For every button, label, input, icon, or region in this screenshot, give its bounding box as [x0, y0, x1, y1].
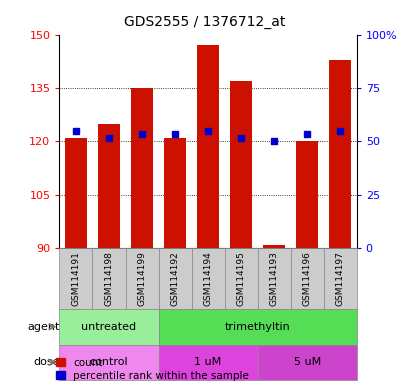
Text: GSM114197: GSM114197: [335, 251, 344, 306]
Legend: count, percentile rank within the sample: count, percentile rank within the sample: [56, 358, 248, 381]
Text: GSM114193: GSM114193: [269, 251, 278, 306]
Text: 1 uM: 1 uM: [194, 358, 221, 367]
Text: GSM114192: GSM114192: [170, 251, 179, 306]
Bar: [98, 124, 119, 248]
Bar: [230, 81, 251, 248]
Bar: [296, 141, 317, 248]
Bar: [323, 248, 356, 309]
Text: untreated: untreated: [81, 322, 136, 332]
Bar: [158, 344, 257, 380]
Text: 5 uM: 5 uM: [293, 358, 320, 367]
Bar: [329, 60, 350, 248]
Bar: [158, 248, 191, 309]
Bar: [65, 138, 86, 248]
Text: GSM114198: GSM114198: [104, 251, 113, 306]
Text: GSM114194: GSM114194: [203, 251, 212, 306]
Bar: [224, 248, 257, 309]
Bar: [257, 344, 356, 380]
Text: GSM114195: GSM114195: [236, 251, 245, 306]
Text: GSM114199: GSM114199: [137, 251, 146, 306]
Bar: [263, 245, 284, 248]
Bar: [158, 309, 356, 344]
Bar: [59, 344, 158, 380]
Bar: [125, 248, 158, 309]
Bar: [59, 248, 92, 309]
Text: agent: agent: [27, 322, 59, 332]
Text: trimethyltin: trimethyltin: [224, 322, 290, 332]
Text: GDS2555 / 1376712_at: GDS2555 / 1376712_at: [124, 15, 285, 29]
Bar: [164, 138, 185, 248]
Bar: [131, 88, 153, 248]
Text: control: control: [90, 358, 128, 367]
Text: GSM114196: GSM114196: [302, 251, 311, 306]
Bar: [290, 248, 323, 309]
Bar: [197, 45, 218, 248]
Bar: [59, 309, 158, 344]
Bar: [191, 248, 224, 309]
Text: GSM114191: GSM114191: [71, 251, 80, 306]
Bar: [257, 248, 290, 309]
Bar: [92, 248, 125, 309]
Text: dose: dose: [33, 358, 59, 367]
